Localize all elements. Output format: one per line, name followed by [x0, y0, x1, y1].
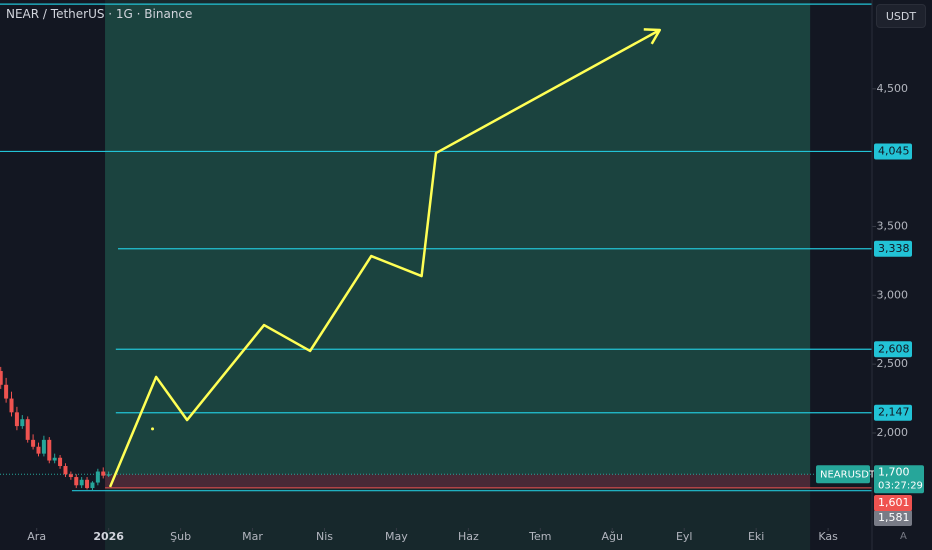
candle-body [63, 466, 68, 475]
symbol-label: NEARUSDT [820, 469, 876, 480]
candle-body [20, 419, 25, 427]
x-tick-label: Şub [170, 530, 191, 543]
level-label: 2,147 [878, 406, 910, 419]
candle-body [101, 471, 106, 476]
symbol-title: NEAR / TetherUS · 1G · Binance [6, 7, 193, 21]
candle-body [14, 412, 19, 427]
level-label: 2,608 [878, 342, 910, 355]
candle-body [106, 474, 111, 476]
candle-body [31, 439, 36, 447]
candle-body [74, 477, 79, 486]
x-tick-label: Nis [316, 530, 333, 543]
x-tick-label: Eyl [676, 530, 693, 543]
candle-body [47, 439, 52, 461]
y-tick-label: 3,500 [877, 219, 909, 232]
x-tick-label: Ağu [602, 530, 623, 543]
candle-body [4, 384, 9, 399]
currency-button[interactable]: USDT [876, 4, 926, 28]
level-tag [874, 143, 912, 160]
candle-body [25, 419, 30, 440]
level-label: 3,338 [878, 242, 910, 255]
last-price-tag [874, 465, 924, 494]
symbol-tag [816, 465, 870, 484]
candle-body [85, 479, 90, 489]
projection-path [108, 28, 661, 488]
stop-zone [105, 474, 811, 488]
candle-body [52, 457, 57, 461]
level-tag [874, 510, 912, 526]
level-label: 1,581 [878, 511, 910, 524]
candle-body [68, 474, 73, 478]
target-zone [105, 4, 811, 475]
candle-body [9, 398, 14, 413]
candle-body [41, 439, 46, 454]
level-label: 4,045 [878, 144, 910, 157]
x-tick-label: Tem [528, 530, 551, 543]
candle-body [90, 482, 95, 489]
last-price-label: 1,700 [878, 465, 910, 478]
y-tick-label: 2,000 [877, 426, 909, 439]
x-tick-label: Haz [458, 530, 479, 543]
x-tick-label: 2026 [93, 530, 124, 543]
countdown: 03:27:29 [878, 480, 923, 491]
x-tick-label: Kas [818, 530, 838, 543]
x-tick-label: May [385, 530, 408, 543]
stop-tag [874, 495, 912, 511]
x-tick-label: Ara [27, 530, 46, 543]
y-tick-label: 3,000 [877, 288, 909, 301]
scale-mode[interactable]: A [900, 531, 907, 542]
arrow-head [643, 28, 662, 45]
candle-body [95, 471, 100, 483]
candle-body [79, 479, 84, 486]
marker-dot [151, 427, 155, 431]
x-tick-label: Mar [242, 530, 263, 543]
candle-body [58, 457, 63, 467]
y-tick-label: 2,500 [877, 357, 909, 370]
stop-label: 1,601 [878, 496, 910, 509]
level-tag [874, 404, 912, 421]
candle-body [0, 371, 3, 385]
level-tag [874, 341, 912, 358]
level-tag [874, 240, 912, 257]
y-tick-label: 4,500 [877, 82, 909, 95]
x-tick-label: Eki [748, 530, 764, 543]
candle-body [36, 446, 41, 454]
